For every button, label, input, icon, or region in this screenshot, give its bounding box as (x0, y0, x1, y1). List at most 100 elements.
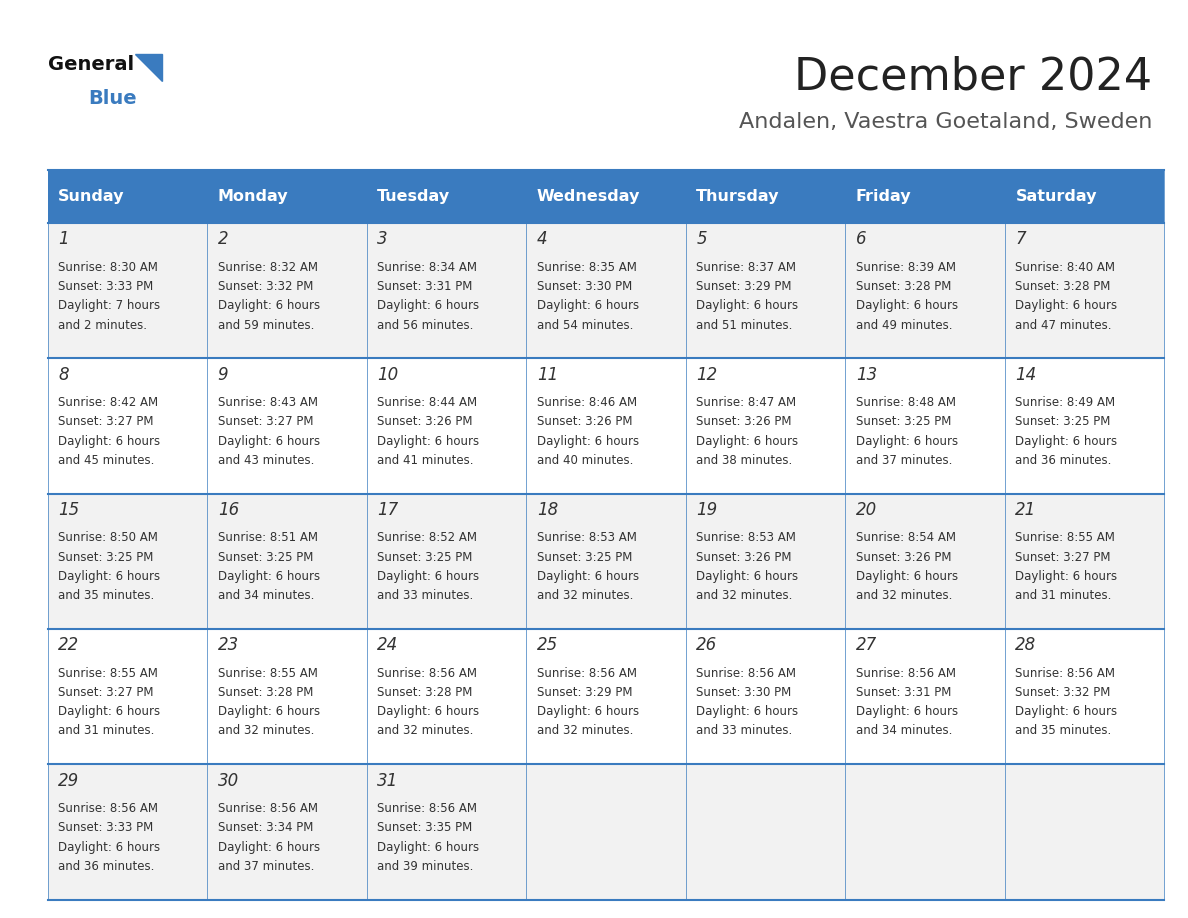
Text: 25: 25 (537, 636, 558, 655)
Text: 3: 3 (378, 230, 388, 249)
Text: Sunset: 3:28 PM: Sunset: 3:28 PM (217, 686, 314, 699)
Text: and 40 minutes.: and 40 minutes. (537, 453, 633, 467)
Text: Sunset: 3:26 PM: Sunset: 3:26 PM (696, 415, 792, 429)
Text: 27: 27 (855, 636, 877, 655)
Text: and 39 minutes.: and 39 minutes. (378, 860, 474, 873)
Text: Sunset: 3:27 PM: Sunset: 3:27 PM (58, 686, 153, 699)
Text: Sunrise: 8:55 AM: Sunrise: 8:55 AM (217, 666, 317, 679)
Text: Sunset: 3:26 PM: Sunset: 3:26 PM (855, 551, 952, 564)
Text: Sunrise: 8:54 AM: Sunrise: 8:54 AM (855, 532, 956, 544)
Text: Daylight: 6 hours: Daylight: 6 hours (537, 705, 639, 718)
Text: and 37 minutes.: and 37 minutes. (855, 453, 953, 467)
Text: 18: 18 (537, 501, 558, 519)
Text: 24: 24 (378, 636, 398, 655)
Text: Daylight: 6 hours: Daylight: 6 hours (58, 705, 160, 718)
Text: Sunrise: 8:53 AM: Sunrise: 8:53 AM (696, 532, 796, 544)
Text: Daylight: 6 hours: Daylight: 6 hours (537, 570, 639, 583)
Text: and 34 minutes.: and 34 minutes. (855, 724, 953, 737)
Text: 2: 2 (217, 230, 228, 249)
Text: Daylight: 6 hours: Daylight: 6 hours (378, 705, 480, 718)
Text: Sunrise: 8:39 AM: Sunrise: 8:39 AM (855, 261, 956, 274)
Text: and 47 minutes.: and 47 minutes. (1016, 319, 1112, 331)
Text: 15: 15 (58, 501, 80, 519)
Text: 17: 17 (378, 501, 398, 519)
Text: Daylight: 6 hours: Daylight: 6 hours (696, 299, 798, 312)
Text: Daylight: 6 hours: Daylight: 6 hours (1016, 705, 1118, 718)
Text: Sunrise: 8:56 AM: Sunrise: 8:56 AM (58, 802, 158, 815)
Text: and 41 minutes.: and 41 minutes. (378, 453, 474, 467)
Text: Sunday: Sunday (58, 189, 125, 204)
Text: Sunset: 3:27 PM: Sunset: 3:27 PM (58, 415, 153, 429)
Text: Sunrise: 8:37 AM: Sunrise: 8:37 AM (696, 261, 796, 274)
Text: Daylight: 7 hours: Daylight: 7 hours (58, 299, 160, 312)
Text: 21: 21 (1016, 501, 1037, 519)
Text: 9: 9 (217, 365, 228, 384)
Text: Sunrise: 8:32 AM: Sunrise: 8:32 AM (217, 261, 317, 274)
Text: 19: 19 (696, 501, 718, 519)
Text: Sunset: 3:28 PM: Sunset: 3:28 PM (855, 280, 952, 293)
Text: Daylight: 6 hours: Daylight: 6 hours (58, 570, 160, 583)
Text: Monday: Monday (217, 189, 289, 204)
Text: Daylight: 6 hours: Daylight: 6 hours (855, 299, 958, 312)
Text: Sunset: 3:31 PM: Sunset: 3:31 PM (855, 686, 952, 699)
Text: Sunrise: 8:35 AM: Sunrise: 8:35 AM (537, 261, 637, 274)
Text: Sunrise: 8:50 AM: Sunrise: 8:50 AM (58, 532, 158, 544)
Text: Thursday: Thursday (696, 189, 779, 204)
Text: Blue: Blue (88, 89, 137, 108)
Text: and 32 minutes.: and 32 minutes. (378, 724, 474, 737)
Text: Sunrise: 8:56 AM: Sunrise: 8:56 AM (378, 802, 478, 815)
Text: Sunset: 3:30 PM: Sunset: 3:30 PM (696, 686, 791, 699)
Text: and 31 minutes.: and 31 minutes. (1016, 589, 1112, 602)
Text: Sunset: 3:32 PM: Sunset: 3:32 PM (1016, 686, 1111, 699)
Text: Daylight: 6 hours: Daylight: 6 hours (855, 570, 958, 583)
Text: Tuesday: Tuesday (378, 189, 450, 204)
Text: and 33 minutes.: and 33 minutes. (696, 724, 792, 737)
Text: Sunrise: 8:56 AM: Sunrise: 8:56 AM (1016, 666, 1116, 679)
Text: Sunset: 3:25 PM: Sunset: 3:25 PM (1016, 415, 1111, 429)
Bar (48, 494, 1164, 629)
Text: Sunrise: 8:44 AM: Sunrise: 8:44 AM (378, 396, 478, 409)
Text: Daylight: 6 hours: Daylight: 6 hours (378, 841, 480, 854)
Text: Friday: Friday (855, 189, 911, 204)
Text: and 33 minutes.: and 33 minutes. (378, 589, 474, 602)
Text: and 32 minutes.: and 32 minutes. (855, 589, 953, 602)
Text: Sunset: 3:26 PM: Sunset: 3:26 PM (378, 415, 473, 429)
Text: and 38 minutes.: and 38 minutes. (696, 453, 792, 467)
Text: 6: 6 (855, 230, 866, 249)
Text: Sunset: 3:29 PM: Sunset: 3:29 PM (696, 280, 792, 293)
Text: Sunset: 3:27 PM: Sunset: 3:27 PM (217, 415, 314, 429)
Text: Daylight: 6 hours: Daylight: 6 hours (217, 570, 320, 583)
Bar (48, 358, 1164, 494)
Text: 14: 14 (1016, 365, 1037, 384)
Bar (48, 223, 1164, 358)
Text: December 2024: December 2024 (795, 55, 1152, 98)
Text: Sunrise: 8:55 AM: Sunrise: 8:55 AM (58, 666, 158, 679)
Text: and 35 minutes.: and 35 minutes. (1016, 724, 1112, 737)
Text: Daylight: 6 hours: Daylight: 6 hours (855, 434, 958, 448)
Bar (48, 170, 1164, 223)
Text: Sunset: 3:25 PM: Sunset: 3:25 PM (58, 551, 153, 564)
Text: 13: 13 (855, 365, 877, 384)
Text: Daylight: 6 hours: Daylight: 6 hours (696, 434, 798, 448)
Text: Sunrise: 8:56 AM: Sunrise: 8:56 AM (855, 666, 956, 679)
Text: Sunset: 3:28 PM: Sunset: 3:28 PM (1016, 280, 1111, 293)
Text: 5: 5 (696, 230, 707, 249)
Text: 28: 28 (1016, 636, 1037, 655)
Text: Sunrise: 8:56 AM: Sunrise: 8:56 AM (217, 802, 317, 815)
Text: and 54 minutes.: and 54 minutes. (537, 319, 633, 331)
Text: and 32 minutes.: and 32 minutes. (537, 589, 633, 602)
Text: Daylight: 6 hours: Daylight: 6 hours (696, 705, 798, 718)
Text: and 37 minutes.: and 37 minutes. (217, 860, 314, 873)
Text: and 36 minutes.: and 36 minutes. (58, 860, 154, 873)
Text: Sunrise: 8:43 AM: Sunrise: 8:43 AM (217, 396, 317, 409)
Text: Sunset: 3:33 PM: Sunset: 3:33 PM (58, 822, 153, 834)
Text: Sunrise: 8:56 AM: Sunrise: 8:56 AM (378, 666, 478, 679)
Text: Daylight: 6 hours: Daylight: 6 hours (537, 299, 639, 312)
Text: Daylight: 6 hours: Daylight: 6 hours (378, 434, 480, 448)
Text: Daylight: 6 hours: Daylight: 6 hours (855, 705, 958, 718)
Text: 1: 1 (58, 230, 69, 249)
Text: Sunset: 3:28 PM: Sunset: 3:28 PM (378, 686, 473, 699)
Text: and 43 minutes.: and 43 minutes. (217, 453, 314, 467)
Text: Sunset: 3:25 PM: Sunset: 3:25 PM (855, 415, 952, 429)
Text: Sunrise: 8:34 AM: Sunrise: 8:34 AM (378, 261, 478, 274)
